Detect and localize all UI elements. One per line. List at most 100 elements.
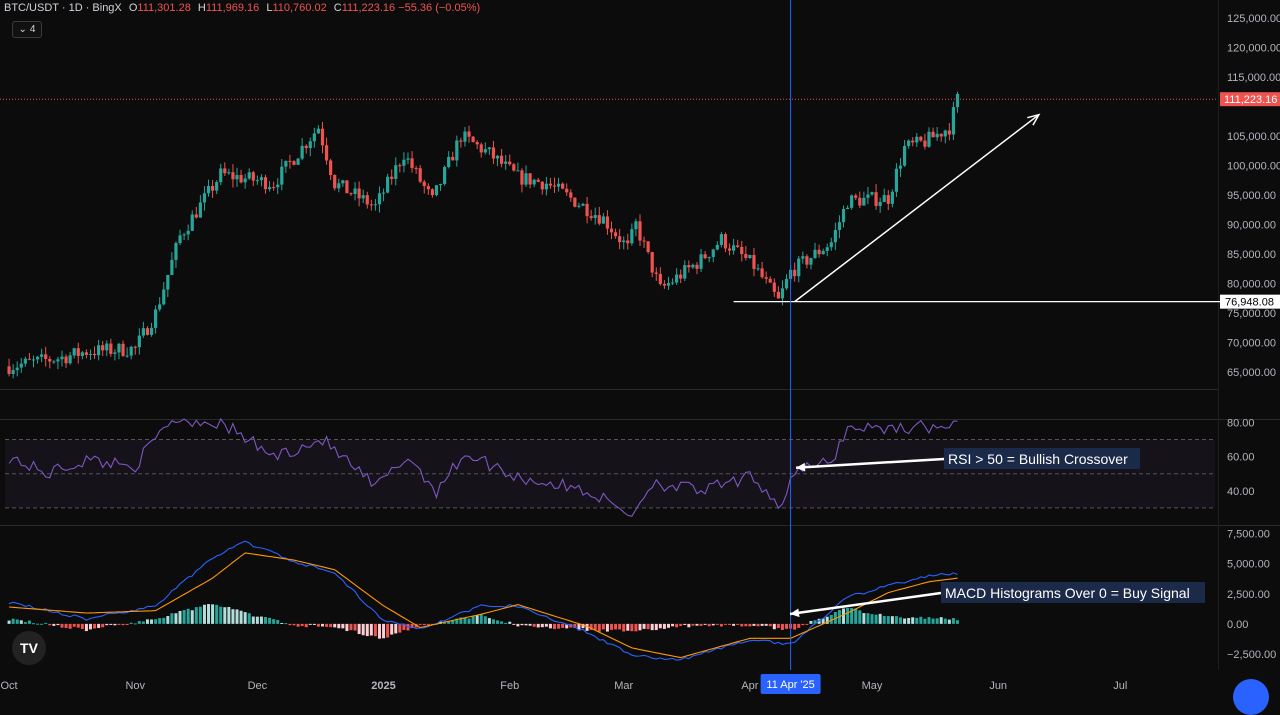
macd-histogram-bar	[907, 617, 911, 624]
x-tick-label: Dec	[248, 680, 268, 692]
candle	[556, 183, 561, 187]
candle	[324, 145, 329, 161]
candle	[837, 222, 842, 231]
macd-histogram-bar	[520, 623, 524, 626]
candle	[886, 195, 890, 204]
macd-histogram-bar	[198, 606, 202, 624]
candle	[776, 291, 780, 299]
macd-histogram-bar	[890, 616, 894, 624]
macd-histogram-bar	[247, 613, 251, 624]
macd-histogram-bar	[353, 623, 357, 631]
macd-histogram-bar	[585, 623, 589, 631]
macd-tick-label: 0.00	[1227, 619, 1248, 631]
candle	[512, 164, 516, 171]
candle	[878, 201, 882, 206]
candle	[915, 136, 919, 143]
candle	[141, 328, 145, 336]
candle	[113, 352, 117, 354]
chart-canvas[interactable]: 125,000.00 120,000.00 115,000.00 105,000.00…	[0, 0, 1280, 699]
macd-histogram-bar	[662, 623, 666, 629]
macd-histogram-bar	[300, 623, 304, 627]
macd-histogram-bar	[785, 623, 789, 629]
candle	[170, 259, 174, 275]
macd-histogram-bar	[48, 623, 52, 626]
candle	[463, 131, 467, 142]
candle	[341, 180, 345, 184]
macd-histogram-bar	[858, 610, 862, 624]
candle	[907, 140, 911, 146]
macd-histogram-bar	[797, 623, 801, 628]
candle	[919, 136, 923, 141]
macd-histogram-bar	[654, 623, 658, 631]
macd-histogram-bar	[23, 622, 27, 624]
price-tick-label: 100,000.00	[1227, 160, 1280, 172]
candle	[491, 147, 496, 159]
candle	[414, 168, 418, 170]
macd-histogram-bar	[675, 623, 679, 628]
macd-histogram-bar	[825, 616, 829, 624]
macd-histogram-bar	[638, 623, 642, 631]
macd-histogram-bar	[870, 614, 874, 624]
candle	[898, 165, 903, 169]
candle	[854, 195, 858, 198]
candle	[68, 355, 72, 364]
macd-histogram-bar	[36, 623, 40, 625]
candle	[687, 265, 691, 268]
candle	[467, 131, 471, 137]
candle	[662, 283, 667, 286]
symbol-label[interactable]: BTC/USDT · 1D · BingX	[4, 2, 122, 14]
candle	[817, 249, 821, 255]
macd-histogram-bar	[809, 620, 813, 624]
macd-histogram-bar	[349, 623, 353, 631]
candle	[618, 236, 622, 243]
x-tick-label: Oct	[1, 680, 18, 692]
candle	[296, 158, 300, 165]
macd-annotation-arrow	[789, 591, 942, 616]
candle	[88, 353, 93, 355]
macd-histogram-bar	[31, 623, 35, 625]
candle	[927, 131, 931, 147]
candle	[630, 229, 634, 244]
macd-histogram-bar	[207, 604, 211, 624]
macd-histogram-bar	[455, 618, 459, 624]
candle	[760, 268, 764, 278]
candle	[858, 197, 862, 206]
candle	[634, 221, 638, 230]
tradingview-logo[interactable]: TV	[12, 631, 46, 665]
candle	[569, 192, 573, 198]
macd-histogram-bar	[516, 623, 520, 627]
candle	[487, 147, 491, 150]
candle	[300, 145, 304, 159]
candle	[239, 175, 243, 183]
macd-histogram-bar	[748, 623, 752, 627]
candle	[231, 172, 235, 180]
macd-histogram-bar	[402, 623, 406, 630]
rsi-pane: 80.00 60.00 40.00	[5, 417, 1255, 517]
macd-histogram-bar	[382, 623, 386, 639]
macd-histogram-bar	[231, 609, 235, 624]
candle	[866, 194, 870, 198]
candle	[475, 142, 479, 145]
price-pane: 125,000.00 120,000.00 115,000.00 105,000.00…	[0, 13, 1280, 379]
macd-histogram-bar	[398, 623, 402, 633]
macd-histogram-bar	[239, 610, 243, 624]
macd-histogram-bar	[666, 623, 670, 628]
x-tick-label: Mar	[614, 680, 633, 692]
macd-histogram-bar	[772, 623, 776, 630]
macd-histogram-bar	[190, 610, 194, 624]
candle	[333, 174, 337, 189]
candle	[597, 215, 601, 224]
macd-histogram-bar	[740, 623, 744, 627]
macd-histogram-bar	[235, 609, 239, 624]
macd-annotation-box	[941, 582, 1205, 603]
macd-histogram-bar	[288, 623, 292, 626]
help-button[interactable]	[1233, 679, 1269, 715]
rsi-annotation-label: RSI > 50 = Bullish Crossover	[948, 451, 1128, 467]
macd-histogram-bar	[671, 623, 675, 627]
macd-histogram-bar	[894, 616, 898, 624]
candle	[780, 288, 785, 299]
candle	[605, 216, 610, 229]
trend-arrow	[794, 114, 1040, 303]
candle	[267, 187, 272, 190]
legend-collapse-button[interactable]: ⌄ 4	[12, 21, 42, 38]
